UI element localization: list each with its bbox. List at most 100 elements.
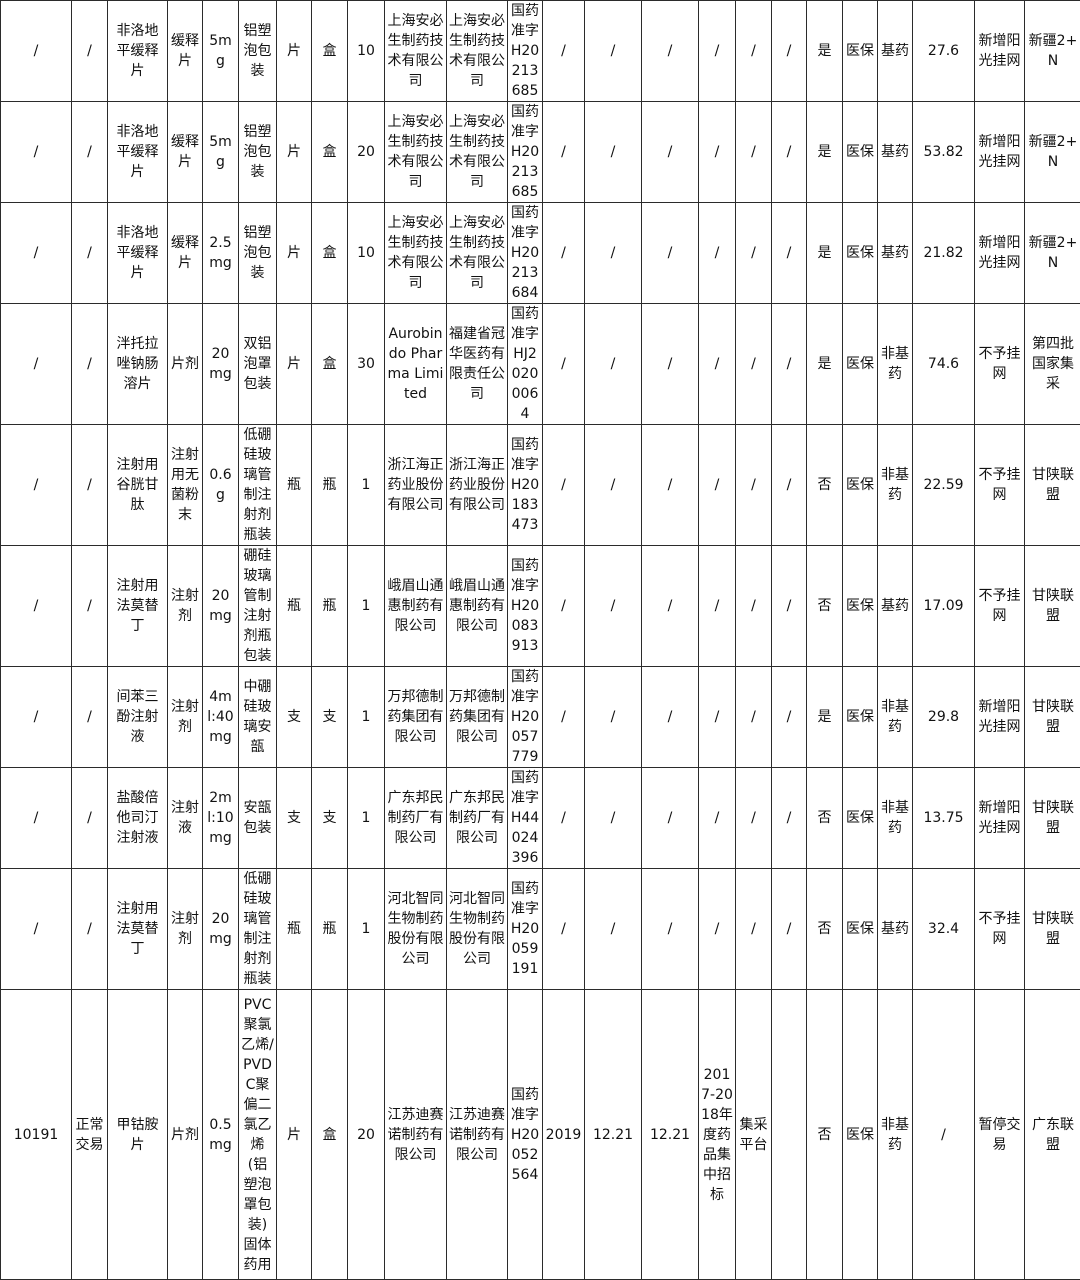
year-cell: / [543,1,585,102]
status-cell: / [72,546,108,667]
listing-status-cell: 不予挂网 [975,546,1025,667]
region-cell: 新疆2+N [1025,1,1080,102]
year-cell: / [543,304,585,425]
min-unit-cell: 片 [277,203,312,304]
essential-drug-cell: 基药 [878,869,913,990]
listing-status-cell: 新增阳光挂网 [975,768,1025,869]
price-cell: 17.09 [913,546,975,667]
packaging-cell: 铝塑泡包装 [239,1,277,102]
manufacturer-cell: 上海安必生制药技术有限公司 [447,1,508,102]
code-cell: / [1,102,72,203]
listing-status-cell: 不予挂网 [975,304,1025,425]
drug-name-cell: 非洛地平缓释片 [108,102,168,203]
price-cell-a: / [585,425,642,546]
selected-cell: 否 [807,990,843,1280]
approval-number-cell: 国药准字H20213684 [508,203,543,304]
procurement-project-cell: / [699,102,736,203]
min-unit-cell: 片 [277,304,312,425]
dosage-form-cell: 注射液 [168,768,203,869]
approval-number-cell: 国药准字H20183473 [508,425,543,546]
listing-company-cell: 上海安必生制药技术有限公司 [385,203,447,304]
platform-cell: / [736,1,772,102]
procurement-project-cell: / [699,1,736,102]
region-cell: 甘陕联盟 [1025,546,1080,667]
code-cell: / [1,425,72,546]
price-cell-b: 12.21 [642,990,699,1280]
spec-cell: 2ml:10mg [203,768,239,869]
code-cell: / [1,304,72,425]
pack-unit-cell: 盒 [312,203,348,304]
essential-drug-cell: 非基药 [878,667,913,768]
status-cell: / [72,1,108,102]
price-cell: 74.6 [913,304,975,425]
region-cell: 甘陕联盟 [1025,667,1080,768]
manufacturer-cell: 福建省冠华医药有限责任公司 [447,304,508,425]
region-cell: 广东联盟 [1025,990,1080,1280]
platform-cell: / [736,768,772,869]
price-cell-b: / [642,546,699,667]
platform-cell: / [736,304,772,425]
platform-cell: 集采平台 [736,990,772,1280]
essential-drug-cell: 非基药 [878,768,913,869]
price-cell: 27.6 [913,1,975,102]
procurement-project-cell: / [699,425,736,546]
packaging-cell: 双铝泡罩包装 [239,304,277,425]
price-cell: 32.4 [913,869,975,990]
price-cell: 13.75 [913,768,975,869]
packaging-cell: 硼硅玻璃管制注射剂瓶包装 [239,546,277,667]
spec-cell: 20mg [203,869,239,990]
selected-cell: 否 [807,425,843,546]
insurance-cell: 医保 [843,203,878,304]
insurance-cell: 医保 [843,425,878,546]
pack-unit-cell: 支 [312,768,348,869]
year-cell: / [543,768,585,869]
price-cell-b: / [642,869,699,990]
code-cell: / [1,768,72,869]
blank-cell: / [772,667,807,768]
year-cell: / [543,203,585,304]
code-cell: / [1,869,72,990]
essential-drug-cell: 基药 [878,102,913,203]
year-cell: 2019 [543,990,585,1280]
conversion-cell: 1 [348,869,385,990]
procurement-project-cell: 2017-2018年度药品集中招标 [699,990,736,1280]
pack-unit-cell: 盒 [312,102,348,203]
price-cell: 53.82 [913,102,975,203]
min-unit-cell: 支 [277,667,312,768]
pack-unit-cell: 瓶 [312,869,348,990]
blank-cell: / [772,768,807,869]
packaging-cell: 低硼硅玻璃管制注射剂瓶装 [239,869,277,990]
pack-unit-cell: 瓶 [312,546,348,667]
essential-drug-cell: 基药 [878,1,913,102]
region-cell: 甘陕联盟 [1025,869,1080,990]
status-cell: / [72,768,108,869]
conversion-cell: 1 [348,425,385,546]
drug-name-cell: 间苯三酚注射液 [108,667,168,768]
insurance-cell: 医保 [843,1,878,102]
price-cell-a: / [585,768,642,869]
insurance-cell: 医保 [843,990,878,1280]
selected-cell: 否 [807,768,843,869]
dosage-form-cell: 缓释片 [168,102,203,203]
conversion-cell: 10 [348,203,385,304]
spec-cell: 0.6g [203,425,239,546]
status-cell: / [72,203,108,304]
blank-cell: / [772,102,807,203]
listing-status-cell: 新增阳光挂网 [975,203,1025,304]
region-cell: 第四批国家集采 [1025,304,1080,425]
conversion-cell: 1 [348,546,385,667]
conversion-cell: 20 [348,990,385,1280]
year-cell: / [543,425,585,546]
packaging-cell: 低硼硅玻璃管制注射剂瓶装 [239,425,277,546]
insurance-cell: 医保 [843,869,878,990]
drug-name-cell: 泮托拉唑钠肠溶片 [108,304,168,425]
approval-number-cell: 国药准字H20057779 [508,667,543,768]
status-cell: / [72,869,108,990]
spec-cell: 20mg [203,546,239,667]
price-cell-b: / [642,425,699,546]
dosage-form-cell: 缓释片 [168,1,203,102]
insurance-cell: 医保 [843,768,878,869]
